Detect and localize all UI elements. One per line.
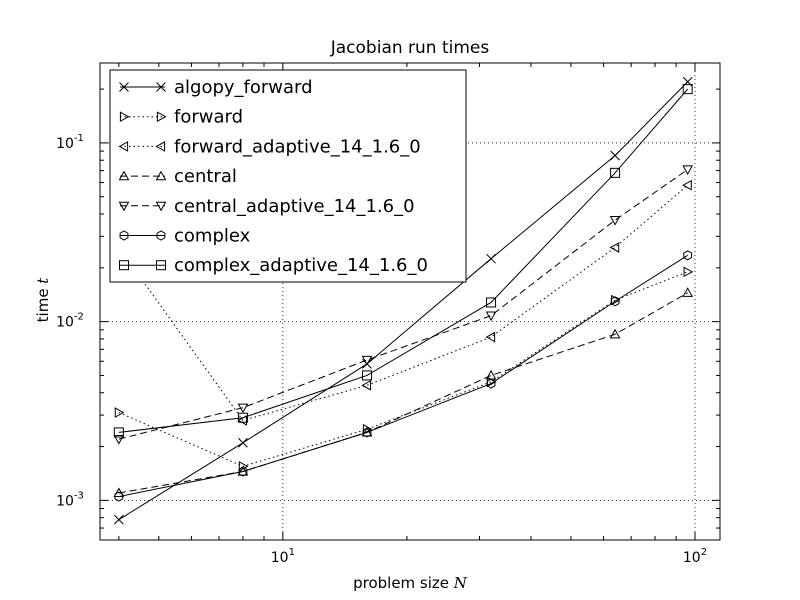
data-point <box>609 242 620 253</box>
data-point <box>361 380 372 391</box>
data-point <box>682 179 692 191</box>
legend-marker <box>156 82 166 92</box>
series-line <box>118 271 688 467</box>
series-line <box>118 254 688 498</box>
legend-marker <box>119 230 129 241</box>
legend-marker <box>155 141 166 152</box>
legend-marker <box>155 201 167 212</box>
grid-lines <box>100 63 720 540</box>
data-point <box>238 466 248 477</box>
legend-item: algopy_forward <box>119 77 313 98</box>
data-point <box>485 331 496 343</box>
data-point <box>682 165 694 176</box>
legend-label: forward_adaptive_14_1.6_0 <box>174 136 421 157</box>
data-point <box>238 437 248 448</box>
data-point <box>609 215 621 226</box>
series-layer <box>113 76 694 525</box>
data-point <box>486 297 497 308</box>
legend-label: central_adaptive_14_1.6_0 <box>174 196 415 217</box>
series-algopy_forward <box>114 76 693 525</box>
data-point <box>114 491 124 502</box>
x-tick-exponent: 1 <box>289 547 295 558</box>
data-point <box>113 435 125 445</box>
legend-label: central <box>174 166 237 187</box>
data-point <box>682 84 693 95</box>
legend-marker <box>118 201 130 212</box>
data-point <box>362 427 372 438</box>
data-point <box>485 311 497 322</box>
legend-box <box>109 69 467 283</box>
legend-label: complex_adaptive_14_1.6_0 <box>174 255 428 276</box>
data-point <box>237 403 249 414</box>
legend-marker <box>155 170 167 181</box>
series-line <box>118 292 688 494</box>
legend-marker <box>156 260 166 271</box>
axis-label-text: time <box>34 284 52 323</box>
series-line <box>118 81 689 521</box>
legend-marker <box>119 260 129 271</box>
legend-item: complex <box>119 226 251 247</box>
legend-marker <box>118 170 130 181</box>
axis-label-variable: N <box>453 574 468 592</box>
y-axis-label: time t <box>34 277 52 323</box>
axis-label-text: problem size <box>353 574 454 592</box>
legend-item: central_adaptive_14_1.6_0 <box>118 196 415 217</box>
series-line <box>118 184 689 422</box>
legend-marker <box>156 111 167 123</box>
legend-marker <box>119 82 129 92</box>
series-line <box>118 88 689 433</box>
data-point <box>682 287 694 297</box>
y-tick-exponent: -1 <box>74 133 84 144</box>
series-line <box>118 169 688 440</box>
data-point <box>610 167 621 178</box>
legend-item: complex_adaptive_14_1.6_0 <box>119 255 428 276</box>
data-point <box>113 427 124 438</box>
data-point <box>361 370 372 381</box>
data-point <box>113 487 125 498</box>
series-complex_adaptive_14_1.6_0 <box>113 84 693 438</box>
y-tick-exponent: -3 <box>74 490 84 501</box>
legend-label: forward <box>174 107 243 128</box>
legend-item: forward <box>119 107 243 128</box>
data-point <box>114 407 125 418</box>
data-point <box>683 266 694 278</box>
axis-label-variable: t <box>34 277 52 284</box>
data-point <box>610 150 620 161</box>
y-tick-exponent: -2 <box>74 312 84 323</box>
legend-item: forward_adaptive_14_1.6_0 <box>118 136 421 157</box>
series-central_adaptive_14_1.6_0 <box>113 165 694 445</box>
data-point <box>683 250 693 261</box>
legend-item: central <box>118 166 237 187</box>
data-point <box>362 423 373 435</box>
data-point <box>361 355 373 366</box>
legend-marker <box>119 111 130 123</box>
x-axis-label: problem size N <box>353 574 468 592</box>
data-point <box>114 514 124 525</box>
data-point <box>609 328 621 339</box>
data-point <box>486 378 496 389</box>
data-point <box>237 412 248 423</box>
legend-marker <box>118 141 129 152</box>
chart-title: Jacobian run times <box>330 38 490 58</box>
data-point <box>610 296 620 307</box>
data-point <box>486 253 496 264</box>
plot-frame <box>99 62 721 541</box>
x-tick-exponent: 2 <box>701 547 707 558</box>
legend-marker <box>156 230 166 241</box>
legend-label: complex <box>174 226 251 247</box>
series-complex <box>114 250 693 502</box>
legend-label: algopy_forward <box>174 77 313 98</box>
